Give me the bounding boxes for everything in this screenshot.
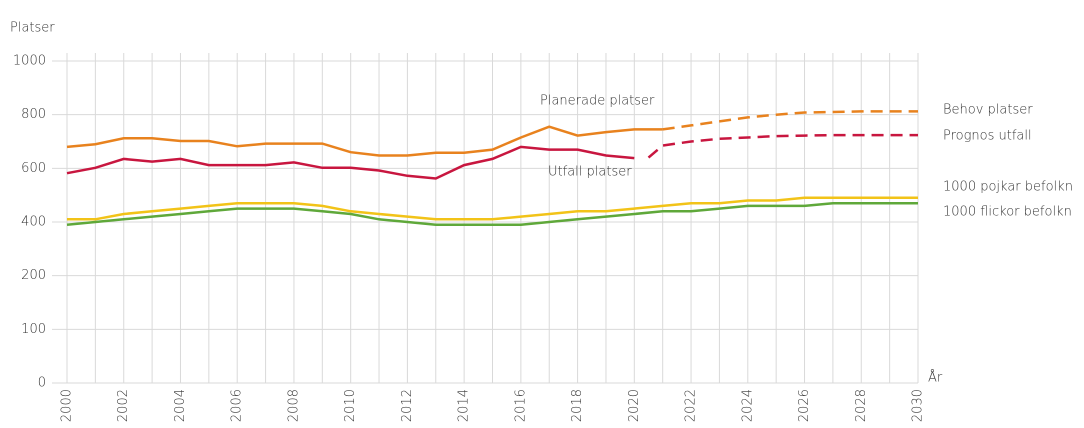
series-label: Prognos utfall <box>943 129 1032 144</box>
y-tick-label: 800 <box>21 107 46 122</box>
x-tick-label: 2002 <box>116 389 131 422</box>
y-tick-label: 0 <box>38 376 46 391</box>
x-tick-label: 2030 <box>911 389 926 422</box>
y-tick-label: 1000 <box>13 54 46 69</box>
x-tick-label: 2004 <box>173 389 188 422</box>
series-label: Behov platser <box>943 103 1033 118</box>
series-label: 1000 pojkar befolkn <box>943 180 1073 195</box>
series-line <box>67 196 918 221</box>
series-line <box>66 125 663 157</box>
x-tick-label: 2000 <box>60 389 75 422</box>
series-label: Utfall platser <box>548 165 632 180</box>
x-tick-label: 2026 <box>797 389 812 422</box>
y-tick-label: 400 <box>21 215 46 230</box>
x-tick-label: 2018 <box>570 389 585 422</box>
series-line <box>662 110 918 131</box>
x-tick-label: 2008 <box>286 389 301 422</box>
x-tick-label: 2020 <box>627 389 642 422</box>
x-tick-label: 2022 <box>684 389 699 422</box>
x-tick-label: 2010 <box>343 389 358 422</box>
y-tick-label: 200 <box>21 268 46 283</box>
x-tick-label: 2006 <box>230 389 245 422</box>
series-line <box>647 133 918 159</box>
x-tick-label: 2012 <box>400 389 415 422</box>
y-tick-label: 100 <box>21 322 46 337</box>
series-line <box>66 145 635 180</box>
x-tick-label: 2016 <box>513 389 528 422</box>
series-label: 1000 flickor befolkn <box>943 205 1072 220</box>
x-tick-label: 2014 <box>457 389 472 422</box>
x-axis-label: År <box>928 370 943 386</box>
series-line <box>66 201 918 226</box>
x-tick-label: 2024 <box>740 389 755 422</box>
series-label: Planerade platser <box>540 94 655 109</box>
x-tick-label: 2028 <box>854 389 869 422</box>
y-tick-label: 600 <box>21 161 46 176</box>
y-axis-label: Platser <box>10 21 55 36</box>
